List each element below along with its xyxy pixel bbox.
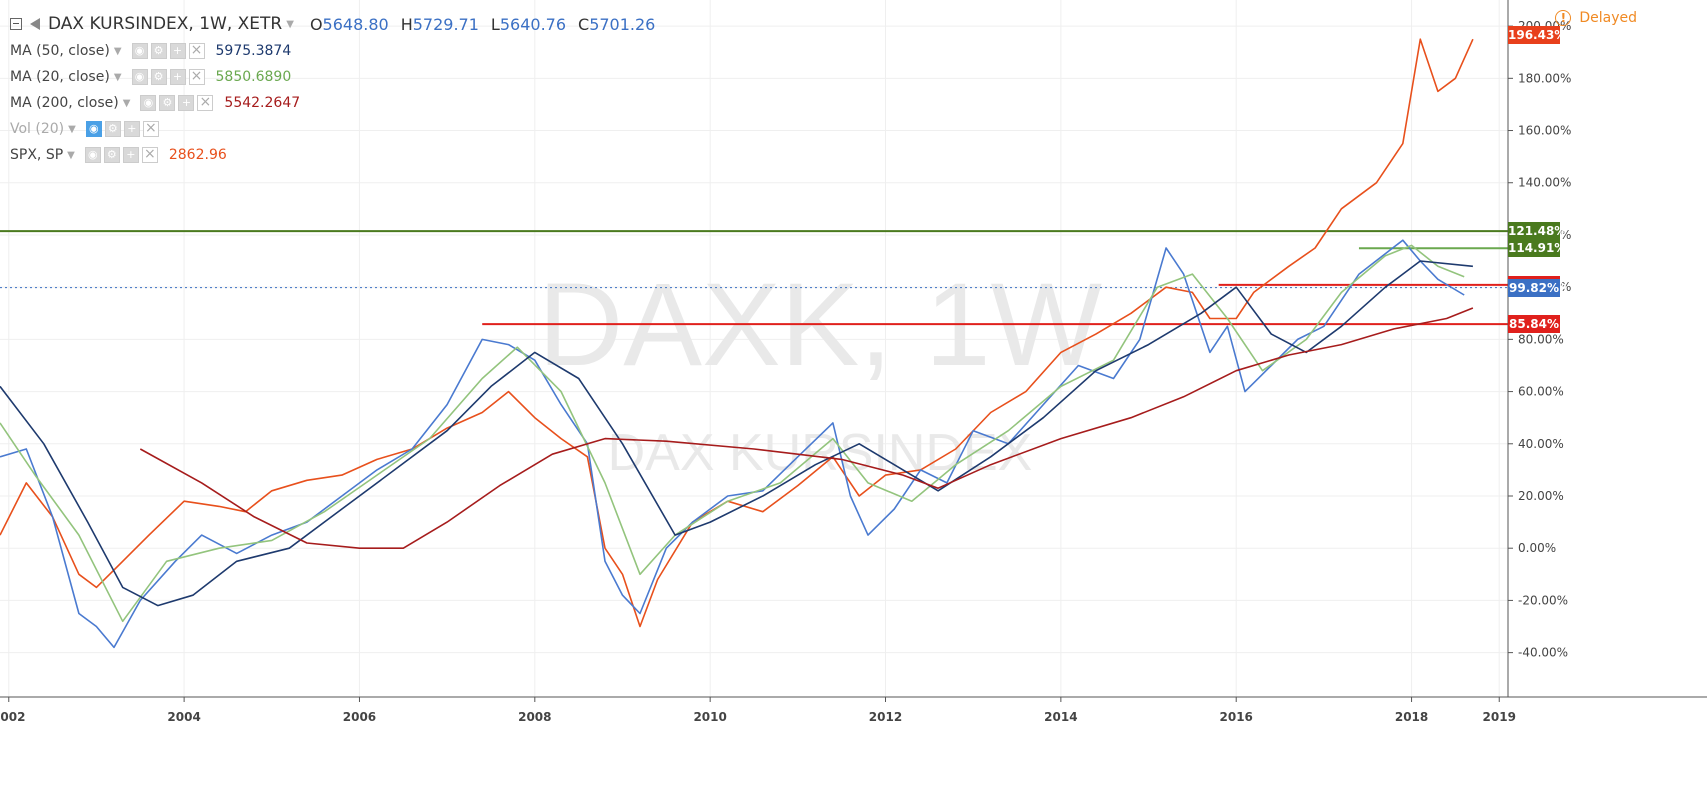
plus-icon[interactable]: + (123, 121, 140, 137)
indicator-label[interactable]: MA (50, close) (10, 43, 110, 59)
ohlc-key-L: L (490, 14, 500, 34)
delayed-status[interactable]: ! Delayed (1555, 10, 1637, 26)
eye-icon[interactable]: ◉ (131, 69, 148, 85)
chevron-down-icon[interactable]: ▼ (67, 149, 75, 161)
series-line (139, 307, 1474, 549)
symbol-title[interactable]: DAX KURSINDEX, 1W, XETR (48, 14, 283, 34)
ohlc-value-H: 5729.71 (412, 14, 479, 34)
series-line (0, 260, 1473, 607)
x-tick-label: 2019 (1483, 710, 1516, 724)
y-tick-label: -40.00% (1518, 646, 1568, 660)
chart-grid (0, 0, 1508, 697)
y-tick-label: 20.00% (1518, 489, 1564, 503)
indicator-value: 5850.6890 (215, 69, 292, 85)
close-icon[interactable]: × (188, 43, 205, 59)
chevron-down-icon[interactable]: ▼ (286, 18, 294, 30)
price-badge: 196.43% (1508, 26, 1567, 45)
eye-icon[interactable]: ◉ (84, 147, 101, 163)
y-tick-label: 80.00% (1518, 332, 1564, 346)
delayed-label: Delayed (1579, 10, 1637, 26)
x-tick-label: 2018 (1395, 710, 1428, 724)
plus-icon[interactable]: + (178, 95, 195, 111)
price-badge: 114.91% (1508, 239, 1567, 258)
x-tick-label: 2004 (167, 710, 200, 724)
collapse-legend-icon[interactable] (10, 18, 22, 30)
price-badge: 121.48% (1508, 222, 1567, 241)
series-line (0, 244, 1465, 623)
series-lines (0, 38, 1474, 649)
plus-icon[interactable]: + (169, 43, 186, 59)
ohlc-key-O: O (309, 14, 323, 34)
gear-icon[interactable]: ⚙ (150, 69, 167, 85)
close-icon[interactable]: × (141, 147, 158, 163)
y-tick-label: 40.00% (1518, 437, 1564, 451)
y-tick-label: 180.00% (1518, 71, 1571, 85)
close-icon[interactable]: × (188, 69, 205, 85)
x-tick-label: 2012 (869, 710, 902, 724)
y-tick-label: 60.00% (1518, 385, 1564, 399)
x-tick-label: 2016 (1220, 710, 1253, 724)
chevron-down-icon[interactable]: ▼ (113, 45, 122, 57)
close-icon[interactable]: × (197, 95, 214, 111)
x-tick-label: 2014 (1044, 710, 1077, 724)
chevron-down-icon[interactable]: ▼ (122, 97, 131, 109)
indicator-value: 5975.3874 (215, 43, 292, 59)
indicator-row: SPX, SP ▼ ◉ ⚙ + × 2862.96 (10, 142, 661, 168)
ohlc-value-O: 5648.80 (322, 14, 389, 34)
indicator-label[interactable]: SPX, SP (10, 147, 64, 163)
ohlc-values: O 5648.80 H 5729.71 L 5640.76 C 5701.26 (304, 15, 661, 34)
indicator-row: MA (50, close) ▼ ◉ ⚙ + × 5975.3874 (10, 38, 661, 64)
indicator-row: MA (200, close) ▼ ◉ ⚙ + × 5542.2647 (10, 90, 661, 116)
ohlc-key-H: H (400, 14, 413, 34)
series-line (0, 239, 1465, 649)
watermark-name: DAX KURSINDEX (608, 424, 1033, 482)
gear-icon[interactable]: ⚙ (159, 95, 176, 111)
x-tick-label: 2002 (0, 710, 25, 724)
plus-icon[interactable]: + (169, 69, 186, 85)
indicator-label[interactable]: MA (20, close) (10, 69, 110, 85)
indicator-row: MA (20, close) ▼ ◉ ⚙ + × 5850.6890 (10, 64, 661, 90)
x-tick-label: 2010 (693, 710, 726, 724)
horizontal-lines[interactable] (0, 230, 1508, 326)
chart-legend: DAX KURSINDEX, 1W, XETR ▼ O 5648.80 H 5729.… (10, 10, 661, 168)
indicator-label[interactable]: MA (200, close) (10, 95, 119, 111)
ohlc-value-C: 5701.26 (589, 14, 656, 34)
price-badge: 99.82% (1508, 278, 1560, 297)
eye-icon[interactable]: ◉ (131, 43, 148, 59)
gear-icon[interactable]: ⚙ (103, 147, 120, 163)
indicator-row: Vol (20) ▼ ◉ ⚙ + × (10, 116, 661, 142)
y-tick-label: -20.00% (1518, 593, 1568, 607)
y-tick-label: 140.00% (1518, 176, 1571, 190)
eye-icon[interactable]: ◉ (140, 95, 157, 111)
chevron-down-icon[interactable]: ▼ (68, 123, 76, 135)
y-tick-label: 0.00% (1518, 541, 1556, 555)
x-tick-label: 2008 (518, 710, 551, 724)
plus-icon[interactable]: + (122, 147, 139, 163)
indicator-value: 2862.96 (168, 147, 227, 163)
flag-icon[interactable] (30, 18, 40, 30)
ohlc-key-C: C (578, 14, 590, 34)
price-badge: 85.84% (1508, 315, 1560, 334)
eye-icon[interactable]: ◉ (85, 121, 102, 137)
gear-icon[interactable]: ⚙ (104, 121, 121, 137)
warning-icon: ! (1555, 10, 1572, 26)
y-tick-label: 160.00% (1518, 124, 1571, 138)
indicator-value: 5542.2647 (224, 95, 301, 111)
chevron-down-icon[interactable]: ▼ (113, 71, 122, 83)
ohlc-value-L: 5640.76 (499, 14, 567, 34)
close-icon[interactable]: × (142, 121, 159, 137)
main-series-row: DAX KURSINDEX, 1W, XETR ▼ O 5648.80 H 5729.… (10, 10, 661, 38)
gear-icon[interactable]: ⚙ (150, 43, 167, 59)
indicator-label[interactable]: Vol (20) (10, 121, 65, 137)
x-tick-label: 2006 (343, 710, 376, 724)
